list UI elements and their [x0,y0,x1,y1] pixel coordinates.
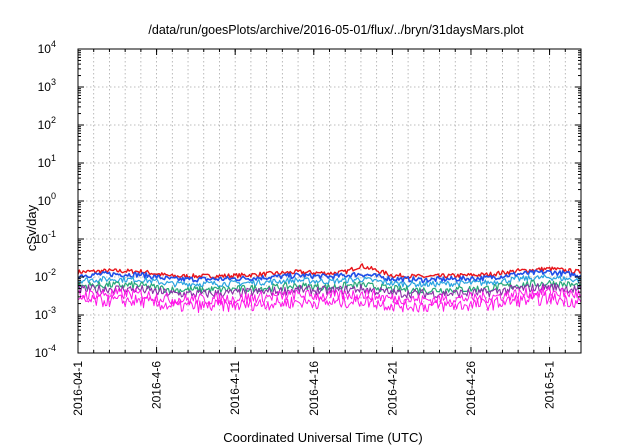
y-tick-exponent: -4 [48,343,56,353]
y-tick-exponent: 0 [51,191,56,201]
y-tick-exponent: 4 [51,39,56,49]
chart-title: /data/run/goesPlots/archive/2016-05-01/f… [148,23,524,37]
y-tick-base: 10 [38,42,52,56]
y-tick-label: 10-2 [35,267,56,284]
x-tick-label: 2016-04-1 [71,361,85,416]
x-axis-title: Coordinated Universal Time (UTC) [223,430,422,445]
series-line [77,292,582,314]
y-tick-base: 10 [38,80,52,94]
x-axis-tick-labels: 2016-04-1 2016-4-6 2016-4-11 2016-4-16 2016-… [71,361,557,416]
x-tick-label: 2016-4-16 [307,361,321,416]
y-tick-label: 100 [38,191,56,208]
axis-ticks [77,48,581,354]
grid [78,49,581,353]
series-line [77,282,582,299]
y-tick-label: 103 [38,77,56,94]
series-line [77,269,582,284]
y-tick-base: 10 [35,308,49,322]
y-tick-exponent: -3 [48,305,56,315]
y-tick-base: 10 [35,270,49,284]
series-line [77,286,582,306]
series-line [77,274,582,288]
x-tick-label: 2016-4-11 [228,361,242,415]
series-line [77,263,582,279]
y-tick-label: 102 [38,115,56,132]
y-tick-label: 10-3 [35,305,56,322]
y-tick-base: 10 [35,232,49,246]
y-tick-base: 10 [38,194,52,208]
x-tick-label: 2016-4-26 [464,361,478,416]
y-tick-label: 10-4 [35,343,56,360]
y-tick-exponent: 1 [51,153,56,163]
y-tick-exponent: -1 [48,229,56,239]
y-tick-base: 10 [35,346,49,360]
x-tick-label: 2016-4-21 [385,361,399,416]
y-tick-base: 10 [38,118,52,132]
y-tick-exponent: 3 [51,77,56,87]
x-tick-label: 2016-5-1 [543,361,557,409]
y-axis-title: cSv/day [24,204,39,251]
y-tick-label: 104 [38,39,56,56]
y-tick-label: 101 [38,153,56,170]
y-tick-label: 10-1 [35,229,56,246]
y-tick-exponent: -2 [48,267,56,277]
y-tick-base: 10 [38,156,52,170]
y-tick-exponent: 2 [51,115,56,125]
plot-area [77,263,582,314]
x-tick-label: 2016-4-6 [150,361,164,409]
